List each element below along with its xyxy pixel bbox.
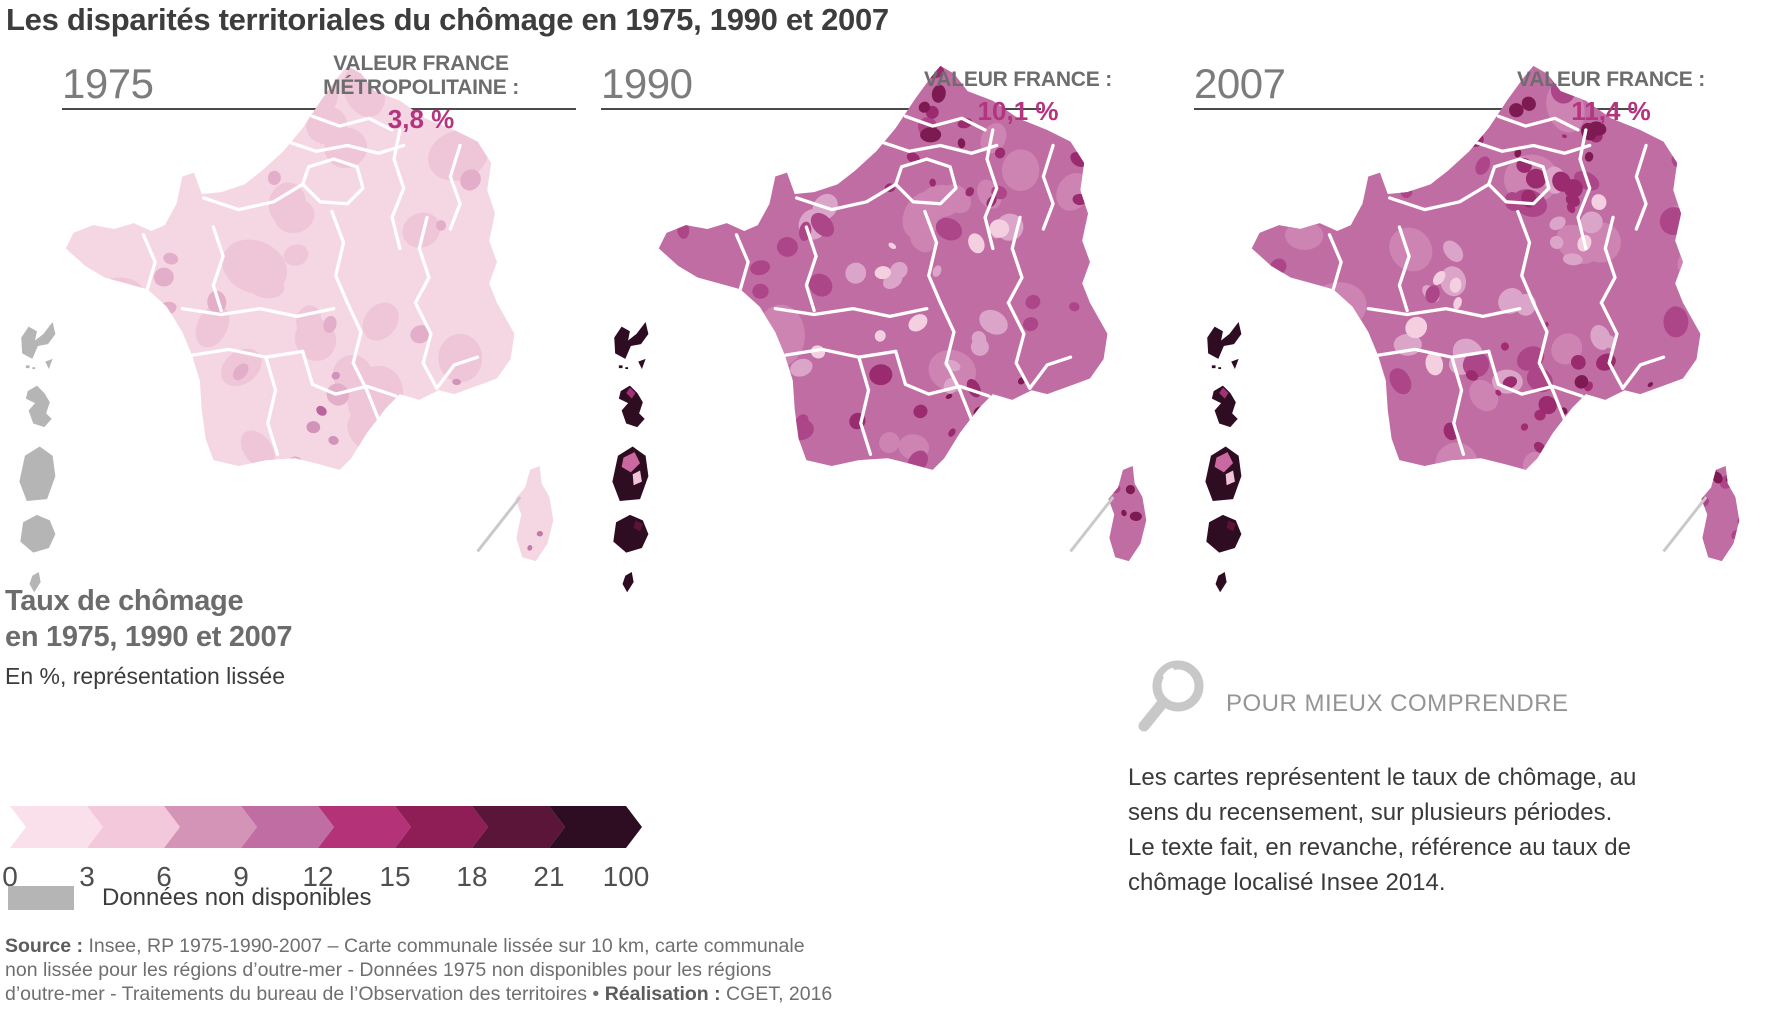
legend-title-line1: Taux de chômage bbox=[5, 585, 244, 617]
svg-text:21: 21 bbox=[533, 861, 564, 892]
page-title: Les disparités territoriales du chômage … bbox=[6, 2, 889, 37]
source-note: Source : Insee, RP 1975-1990-2007 – Cart… bbox=[5, 935, 833, 1005]
france-value: 11,4 % bbox=[1571, 96, 1651, 126]
france-choropleth-map bbox=[1251, 65, 1740, 562]
map-year-label: 1975 bbox=[62, 60, 154, 107]
france-value-label: VALEUR FRANCE MÉTROPOLITAINE : bbox=[323, 52, 519, 99]
map-panel-1975: 1975 VALEUR FRANCE MÉTROPOLITAINE : 3,8 … bbox=[0, 42, 585, 608]
map-year-label: 1990 bbox=[601, 60, 693, 107]
svg-text:6: 6 bbox=[156, 861, 172, 892]
france-value-label: VALEUR FRANCE : bbox=[1517, 68, 1705, 91]
france-value-block: VALEUR FRANCE : 11,4 % bbox=[1517, 68, 1705, 127]
magnifier-icon bbox=[1138, 660, 1204, 732]
svg-text:12: 12 bbox=[302, 861, 333, 892]
no-data-swatch bbox=[8, 886, 74, 910]
overseas-territories-map bbox=[612, 321, 649, 593]
explainer-text: Les cartes représentent le taux de chôma… bbox=[1128, 764, 1637, 896]
year-underline bbox=[601, 108, 1041, 110]
svg-text:9: 9 bbox=[233, 861, 249, 892]
no-data-row: Données non disponibles bbox=[8, 884, 372, 912]
svg-text:100: 100 bbox=[603, 861, 650, 892]
overseas-territories-map bbox=[1205, 321, 1242, 593]
map-panel-2007: 2007 VALEUR FRANCE : 11,4 % bbox=[1186, 42, 1771, 608]
map-year-label: 2007 bbox=[1194, 60, 1286, 107]
no-data-label: Données non disponibles bbox=[102, 884, 372, 911]
explainer-heading: POUR MIEUX COMPRENDRE bbox=[1226, 690, 1569, 717]
france-choropleth-map bbox=[658, 65, 1147, 562]
legend-subtitle: En %, représentation lissée bbox=[5, 663, 285, 689]
svg-text:0: 0 bbox=[2, 861, 18, 892]
maps-row: 1975 VALEUR FRANCE MÉTROPOLITAINE : 3,8 … bbox=[0, 42, 1771, 608]
france-value: 10,1 % bbox=[977, 96, 1059, 126]
color-scale: 0 3 6 9 12 15 18 21 100 bbox=[2, 806, 650, 892]
legend-block: Taux de chômage en 1975, 1990 et 2007 En… bbox=[5, 583, 292, 690]
overseas-territories-map bbox=[19, 321, 56, 593]
france-value: 3,8 % bbox=[387, 104, 455, 134]
svg-text:3: 3 bbox=[79, 861, 95, 892]
france-choropleth-map bbox=[65, 65, 554, 562]
france-value-block: VALEUR FRANCE MÉTROPOLITAINE : 3,8 % bbox=[323, 52, 519, 135]
legend-title-line2: en 1975, 1990 et 2007 bbox=[5, 621, 293, 653]
year-underline bbox=[1194, 108, 1634, 110]
france-value-label: VALEUR FRANCE : bbox=[924, 68, 1112, 91]
svg-text:18: 18 bbox=[456, 861, 487, 892]
map-panel-1990: 1990 VALEUR FRANCE : 10,1 % bbox=[593, 42, 1178, 608]
france-value-block: VALEUR FRANCE : 10,1 % bbox=[924, 68, 1112, 127]
svg-text:15: 15 bbox=[379, 861, 410, 892]
